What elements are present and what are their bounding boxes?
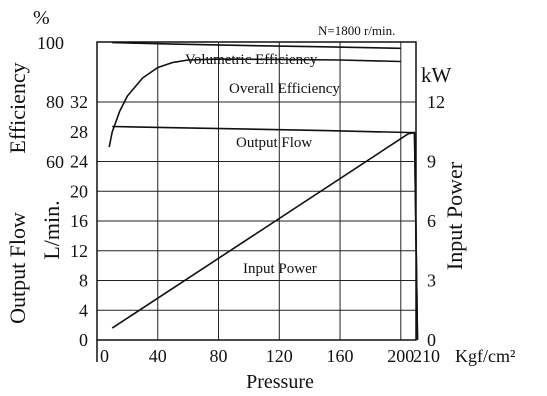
volumetric-efficiency-curve	[112, 41, 401, 50]
power-tick-label: 3	[427, 271, 436, 291]
x-tick-label: 120	[266, 346, 293, 366]
flow-tick-label: 12	[70, 241, 88, 261]
input-power-label: Input Power	[243, 261, 317, 277]
volumetric-efficiency-label: Volumetric Efficiency	[185, 52, 318, 68]
power-tick-label: 9	[427, 152, 436, 172]
chart-curves	[108, 41, 419, 341]
efficiency-tick-label: 100	[37, 33, 64, 53]
x-tick-label: 200	[387, 346, 414, 366]
x-tick-label: 210	[413, 346, 440, 366]
overall-efficiency-label: Overall Efficiency	[229, 81, 340, 97]
flow-tick-label: 20	[70, 181, 88, 201]
power-tick-label: 0	[427, 330, 436, 350]
overall-efficiency-curve	[108, 58, 401, 148]
power-axis-title: Input Power	[442, 161, 467, 270]
power-tick-label: 12	[427, 92, 445, 112]
power-unit-label: kW	[421, 63, 452, 87]
flow-tick-label: 4	[79, 300, 88, 320]
x-tick-label: 40	[149, 346, 167, 366]
flow-tick-label: 28	[70, 122, 88, 142]
flow-tick-label: 32	[70, 92, 88, 112]
efficiency-unit-symbol: %	[33, 7, 50, 29]
flow-tick-label: 8	[79, 271, 88, 291]
flow-tick-label: 0	[79, 330, 88, 350]
x-tick-label: 80	[210, 346, 228, 366]
efficiency-tick-label: 60	[46, 152, 64, 172]
flow-tick-label: 16	[70, 211, 88, 231]
efficiency-tick-label: 80	[46, 92, 64, 112]
input-power-curve	[111, 131, 419, 341]
efficiency-axis-title: Efficiency	[5, 62, 30, 153]
flow-axis-title: Output Flow	[5, 212, 30, 324]
flow-unit-label: L/min.	[39, 200, 64, 259]
flow-tick-label: 24	[70, 152, 88, 172]
x-tick-label: 0	[100, 346, 109, 366]
speed-condition-label: N=1800 r/min.	[318, 23, 395, 38]
power-tick-label: 6	[427, 211, 436, 231]
output-flow-label: Output Flow	[236, 135, 312, 151]
x-axis-title: Pressure	[246, 371, 314, 393]
x-unit-label: Kgf/cm²	[455, 346, 515, 366]
x-tick-label: 160	[327, 346, 354, 366]
